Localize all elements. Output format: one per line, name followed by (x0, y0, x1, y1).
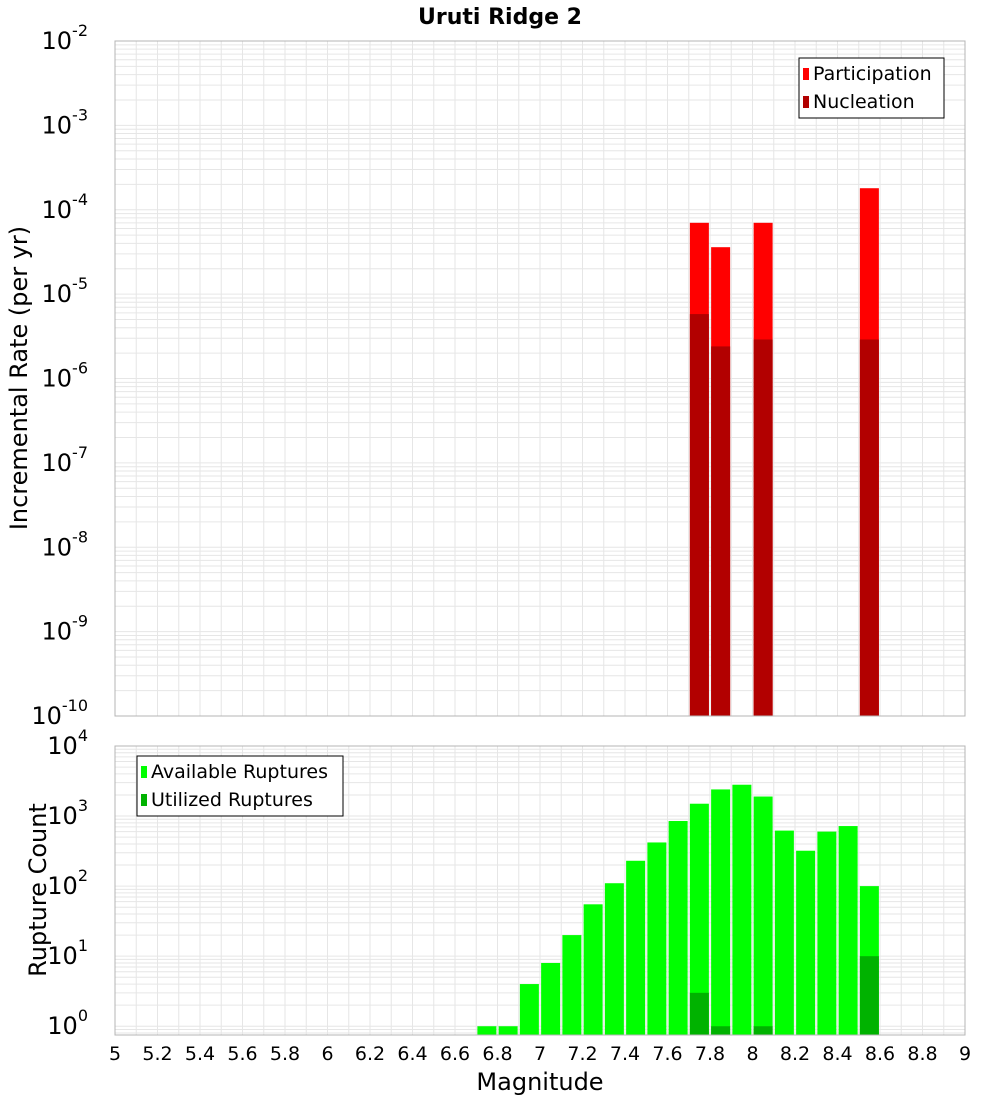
x-tick-label: 7.6 (652, 1043, 682, 1065)
x-tick-label: 7 (534, 1043, 546, 1065)
bar-available-ruptures (647, 842, 667, 1035)
bar-utilized-ruptures (753, 1026, 773, 1035)
y-tick-label: 10-8 (42, 527, 89, 561)
legend-label: Utilized Ruptures (151, 789, 313, 811)
x-tick-label: 6.8 (482, 1043, 512, 1065)
bar-nucleation (753, 339, 773, 716)
bar-available-ruptures (689, 803, 709, 1035)
x-tick-label: 9 (959, 1043, 971, 1065)
x-axis-title: Magnitude (476, 1068, 603, 1096)
y-tick-label: 104 (47, 726, 88, 760)
rate-panel: 10-10 10-9 10-8 10-7 10-6 10-5 10-4 10-3 10-2 Par… (31, 21, 966, 730)
y-tick-label: 102 (47, 866, 88, 900)
x-tick-label: 8.6 (865, 1043, 895, 1065)
x-tick-label: 8.4 (822, 1043, 852, 1065)
y-tick-label: 10-2 (42, 21, 89, 55)
bar-available-ruptures (498, 1026, 518, 1035)
x-tick-label: 6.6 (440, 1043, 470, 1065)
y-tick-label: 10-5 (42, 274, 89, 308)
bar-available-ruptures (668, 821, 688, 1035)
x-tick-label: 6.2 (355, 1043, 385, 1065)
bar-available-ruptures (541, 962, 561, 1035)
x-tick-label: 5.2 (142, 1043, 172, 1065)
legend-label: Participation (813, 63, 932, 85)
legend-label: Nucleation (813, 91, 915, 113)
y-tick-label: 10-4 (42, 190, 89, 224)
y-tick-label: 10-10 (31, 696, 88, 730)
bar-nucleation (689, 314, 709, 716)
y-tick-label: 10-9 (42, 612, 89, 646)
y-axis-title-rate: Incremental Rate (per yr) (5, 226, 33, 530)
x-tick-label: 8.8 (907, 1043, 937, 1065)
y-tick-label: 10-3 (42, 105, 89, 139)
x-tick-label: 7.4 (610, 1043, 640, 1065)
bar-utilized-ruptures (859, 956, 879, 1035)
bar-available-ruptures (838, 826, 858, 1035)
legend-box (136, 755, 344, 817)
legend: Participation Nucleation (798, 57, 945, 119)
plot-border (114, 40, 966, 717)
legend-box (798, 57, 945, 119)
chart-title: Uruti Ridge 2 (418, 5, 582, 30)
x-tick-label: 8.2 (780, 1043, 810, 1065)
y-tick-label: 10-7 (42, 443, 89, 477)
plot-border (114, 745, 966, 1036)
x-tick-label: 5.8 (270, 1043, 300, 1065)
y-tick-label: 100 (47, 1006, 88, 1040)
bar-utilized-ruptures (711, 1026, 731, 1035)
x-tick-label: 7.8 (695, 1043, 725, 1065)
bar-nucleation (711, 346, 731, 716)
x-tick-label: 6 (321, 1043, 333, 1065)
y-tick-label: 101 (47, 936, 88, 970)
legend-label: Available Ruptures (151, 761, 328, 783)
x-tick-label: 7.2 (567, 1043, 597, 1065)
bar-available-ruptures (604, 883, 624, 1035)
bar-available-ruptures (583, 904, 603, 1035)
bar-utilized-ruptures (689, 992, 709, 1035)
x-tick-label: 8 (746, 1043, 758, 1065)
legend-swatch (803, 68, 809, 80)
bar-available-ruptures (732, 784, 752, 1035)
bar-available-ruptures (477, 1026, 497, 1035)
legend: Available Ruptures Utilized Ruptures (136, 755, 344, 817)
y-tick-label: 10-6 (42, 359, 89, 393)
bar-available-ruptures (711, 789, 731, 1035)
legend-swatch (803, 96, 809, 108)
y-tick-label: 103 (47, 796, 88, 830)
bar-available-ruptures (753, 796, 773, 1035)
bar-available-ruptures (817, 831, 837, 1035)
legend-swatch (141, 794, 147, 806)
bar-nucleation (859, 339, 879, 716)
bar-available-ruptures (562, 935, 582, 1035)
bar-available-ruptures (626, 860, 646, 1035)
bar-available-ruptures (796, 850, 816, 1035)
bar-available-ruptures (774, 830, 794, 1035)
rupture-count-panel: 100 101 102 103 104 5 5.2 5.4 5.6 5.8 6 6.2 6.4 6.6 6.… (47, 726, 971, 1065)
x-tick-label: 5.4 (185, 1043, 215, 1065)
x-tick-label: 5.6 (227, 1043, 257, 1065)
x-tick-label: 6.4 (397, 1043, 427, 1065)
x-tick-label: 5 (109, 1043, 121, 1065)
y-axis-title-count: Rupture Count (24, 803, 52, 977)
legend-swatch (141, 766, 147, 778)
bar-available-ruptures (519, 984, 539, 1035)
